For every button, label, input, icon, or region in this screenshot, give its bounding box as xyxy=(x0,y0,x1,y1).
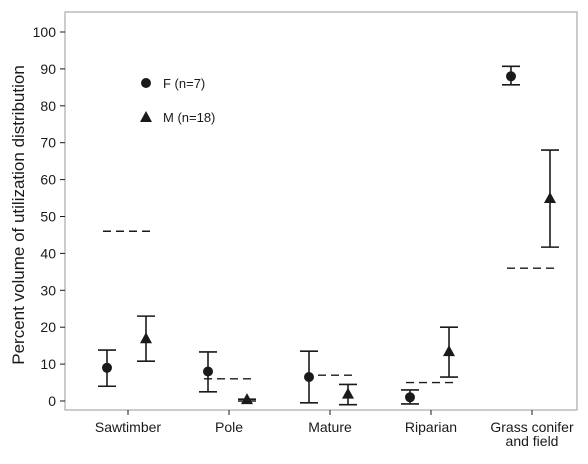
data-point-circle xyxy=(506,71,516,82)
y-tick-label: 50 xyxy=(40,209,56,225)
y-tick-label: 60 xyxy=(40,172,56,188)
y-tick-label: 70 xyxy=(40,135,56,151)
y-axis-title: Percent volume of utilization distributi… xyxy=(9,65,28,365)
y-tick-label: 40 xyxy=(40,245,56,261)
y-tick-label: 20 xyxy=(40,319,56,335)
data-point-triangle xyxy=(140,332,152,344)
legend-marker-circle xyxy=(141,78,151,88)
y-tick-label: 30 xyxy=(40,282,56,298)
chart-marks: 0 10 20 30 40 50 60 70 80 90 100 Sawtimber Pole Matur… xyxy=(33,11,578,449)
data-point-circle xyxy=(405,392,415,403)
x-tick-label: Mature xyxy=(308,419,352,435)
data-point-circle xyxy=(304,372,314,383)
y-tick-label: 100 xyxy=(33,24,57,40)
data-point-circle xyxy=(102,362,112,373)
data-point-triangle xyxy=(342,387,354,399)
data-point-triangle xyxy=(544,192,556,204)
legend-label: M (n=18) xyxy=(163,110,215,125)
data-point-circle xyxy=(203,366,213,377)
legend-marker-triangle xyxy=(140,111,152,122)
plot-frame xyxy=(64,11,578,411)
y-tick-label: 10 xyxy=(40,356,56,372)
y-tick-label: 0 xyxy=(48,393,56,409)
x-tick-label: Riparian xyxy=(405,419,457,435)
x-tick-label: Pole xyxy=(215,419,243,435)
data-point-triangle xyxy=(241,393,253,405)
y-tick-label: 90 xyxy=(40,61,56,77)
data-point-triangle xyxy=(443,345,455,357)
y-tick-label: 80 xyxy=(40,98,56,114)
legend-label: F (n=7) xyxy=(163,76,205,91)
x-tick-label: and field xyxy=(506,433,559,449)
x-tick-label: Sawtimber xyxy=(95,419,161,435)
x-tick-label: Grass conifer xyxy=(490,419,574,435)
